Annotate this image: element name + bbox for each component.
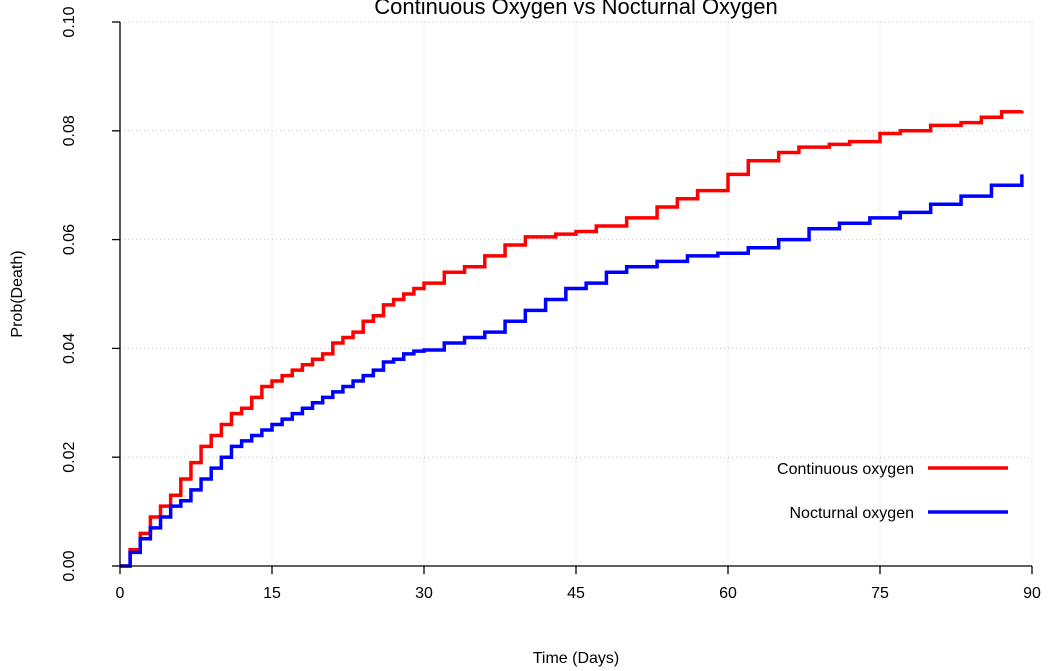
y-tick-label: 0.00 (61, 550, 78, 581)
series-line-continuous-oxygen (120, 110, 1024, 568)
chart-title: Continuous Oxygen vs Nocturnal Oxygen (374, 0, 778, 19)
ticks: 0 15 30 45 60 75 90 0.00 0.02 0.04 0.06 0.08 0.10 (61, 6, 1041, 602)
x-tick-label: 75 (871, 585, 889, 602)
x-axis-title: Time (Days) (533, 650, 620, 667)
x-tick-label: 0 (116, 585, 125, 602)
series-line-nocturnal-oxygen (120, 174, 1024, 568)
x-tick-label: 45 (567, 585, 585, 602)
x-tick-label: 60 (719, 585, 737, 602)
y-tick-label: 0.02 (61, 442, 78, 473)
legend: Continuous oxygen Nocturnal oxygen (777, 461, 1008, 522)
grid (120, 21, 1033, 566)
y-tick-label: 0.04 (61, 333, 78, 364)
x-tick-label: 15 (263, 585, 281, 602)
legend-label-nocturnal-oxygen: Nocturnal oxygen (789, 505, 914, 522)
y-tick-label: 0.10 (61, 6, 78, 37)
y-tick-label: 0.08 (61, 115, 78, 146)
x-tick-label: 30 (415, 585, 433, 602)
x-tick-label: 90 (1023, 585, 1041, 602)
legend-label-continuous-oxygen: Continuous oxygen (777, 461, 914, 478)
series-layer (120, 110, 1024, 568)
y-axis-title: Prob(Death) (9, 250, 26, 337)
y-tick-label: 0.06 (61, 224, 78, 255)
